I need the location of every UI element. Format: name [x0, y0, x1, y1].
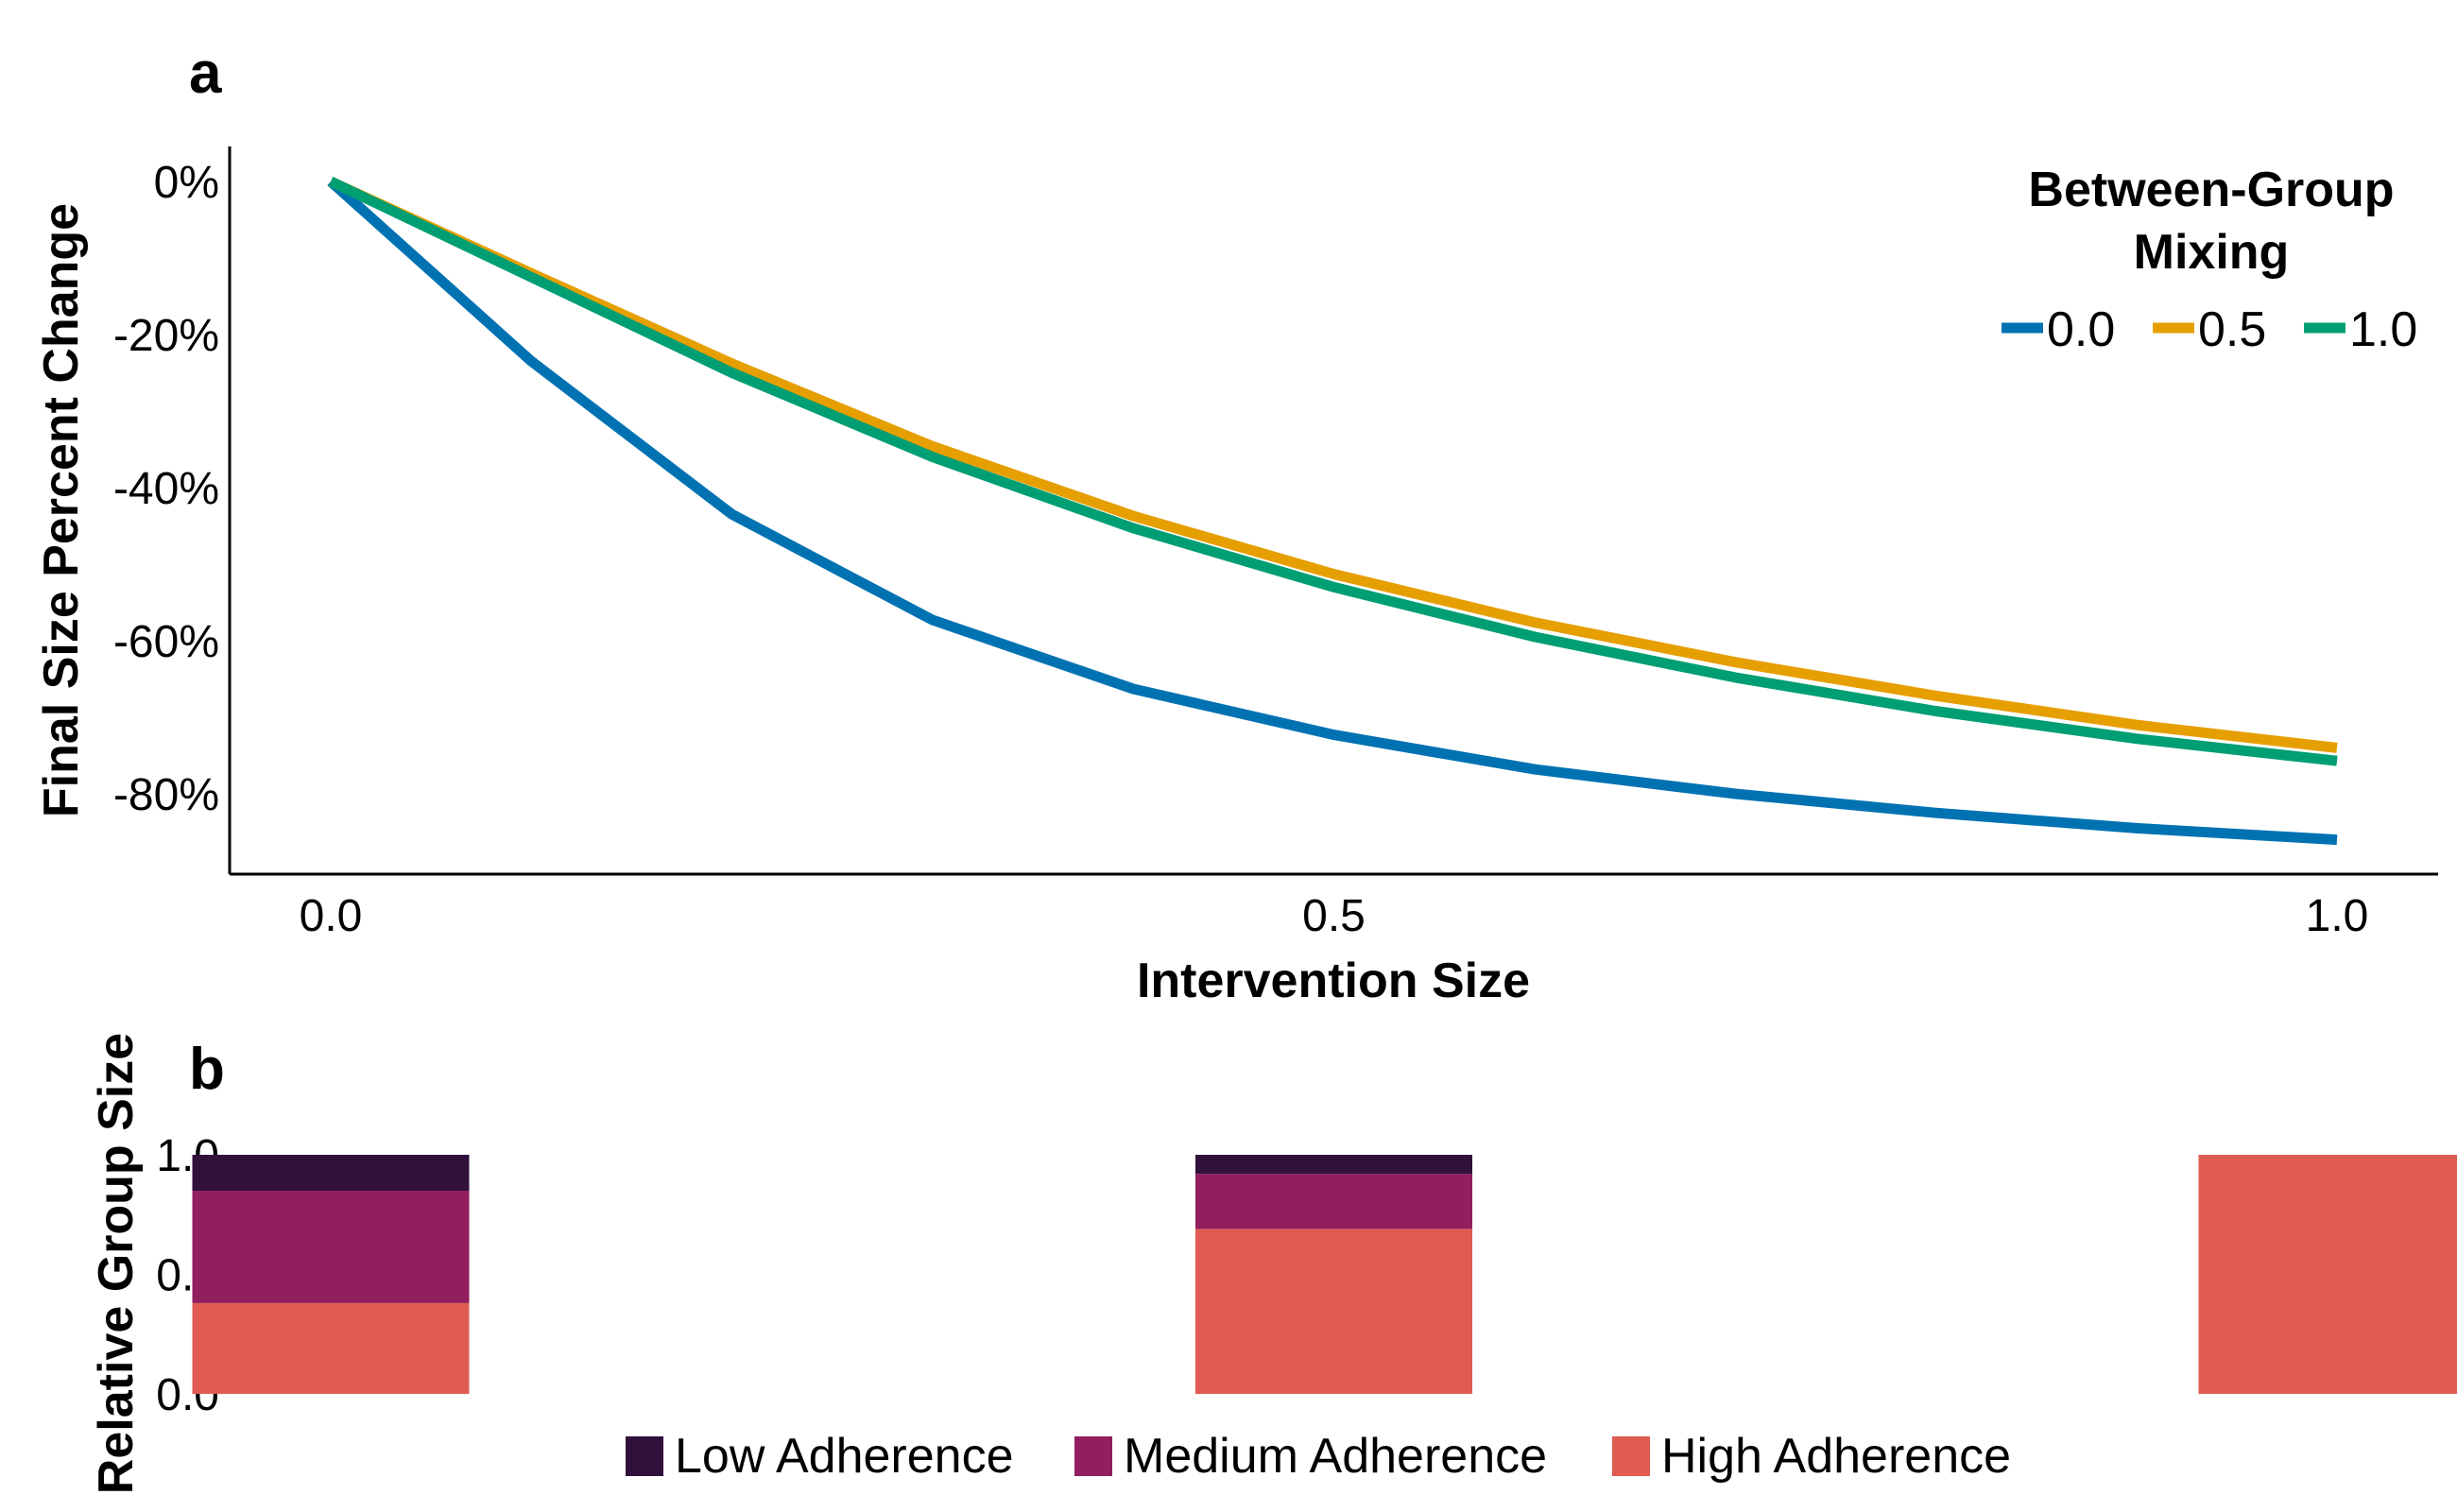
- bar-segment-high-adherence: [1195, 1228, 1472, 1394]
- bar-segment-low-adherence: [1195, 1155, 1472, 1175]
- panel-a-y-ticks: 0% -20% -40% -60% -80%: [113, 158, 219, 820]
- y-tick-label: -60%: [113, 617, 219, 667]
- legend-swatch-low-adherence: [626, 1436, 663, 1476]
- line-series-0.0: [327, 177, 2338, 846]
- panel-a-line-chart: a Final Size Percent Change Intervention…: [34, 41, 2438, 1008]
- legend-swatch-high-adherence: [1612, 1436, 1650, 1476]
- y-tick-label: 0%: [154, 158, 219, 208]
- legend-label-0.0: 0.0: [2047, 302, 2115, 357]
- bar-segment-high-adherence: [192, 1302, 470, 1394]
- legend-title-line-2: Mixing: [2134, 225, 2290, 280]
- panel-a-x-ticks: 0.0 0.5 1.0: [300, 891, 2369, 941]
- legend-label-medium-adherence: Medium Adherence: [1124, 1429, 1547, 1484]
- bar-segment-low-adherence: [192, 1155, 470, 1191]
- x-tick-label: 1.0: [2306, 891, 2369, 941]
- panel-b-stacked-bar-chart: b Relative Group Size 0.00.51.0 Low Adhe…: [89, 1033, 2457, 1494]
- y-tick-label: -20%: [113, 311, 219, 361]
- bar-segment-medium-adherence: [1195, 1174, 1472, 1229]
- x-tick-label: 0.5: [1302, 891, 1366, 941]
- panel-b-legend: Low Adherence Medium Adherence High Adhere…: [626, 1429, 2011, 1484]
- bar-segment-medium-adherence: [192, 1191, 470, 1303]
- legend-label-1.0: 1.0: [2349, 302, 2417, 357]
- bar-segment-high-adherence: [2198, 1155, 2457, 1394]
- panel-a-series-lines: [327, 176, 2338, 846]
- panel-a-legend: Between-Group Mixing 0.0 0.5 1.0: [2002, 163, 2417, 357]
- legend-swatch-medium-adherence: [1074, 1436, 1112, 1476]
- panel-b-label: b: [189, 1037, 225, 1102]
- line-series-1.0: [328, 177, 2338, 766]
- legend-label-0.5: 0.5: [2198, 302, 2266, 357]
- legend-label-low-adherence: Low Adherence: [675, 1429, 1014, 1484]
- panel-b-y-axis-title: Relative Group Size: [89, 1033, 144, 1494]
- line-series-0.5: [328, 176, 2338, 753]
- panel-b-bars: [192, 1155, 2457, 1394]
- legend-title-line-1: Between-Group: [2028, 163, 2394, 217]
- y-tick-label: -80%: [113, 770, 219, 820]
- legend-label-high-adherence: High Adherence: [1661, 1429, 2011, 1484]
- y-tick-label: -40%: [113, 464, 219, 514]
- panel-a-y-axis-title: Final Size Percent Change: [34, 203, 89, 817]
- panel-a-x-axis-title: Intervention Size: [1137, 954, 1530, 1008]
- panel-a-label: a: [189, 41, 222, 106]
- x-tick-label: 0.0: [300, 891, 363, 941]
